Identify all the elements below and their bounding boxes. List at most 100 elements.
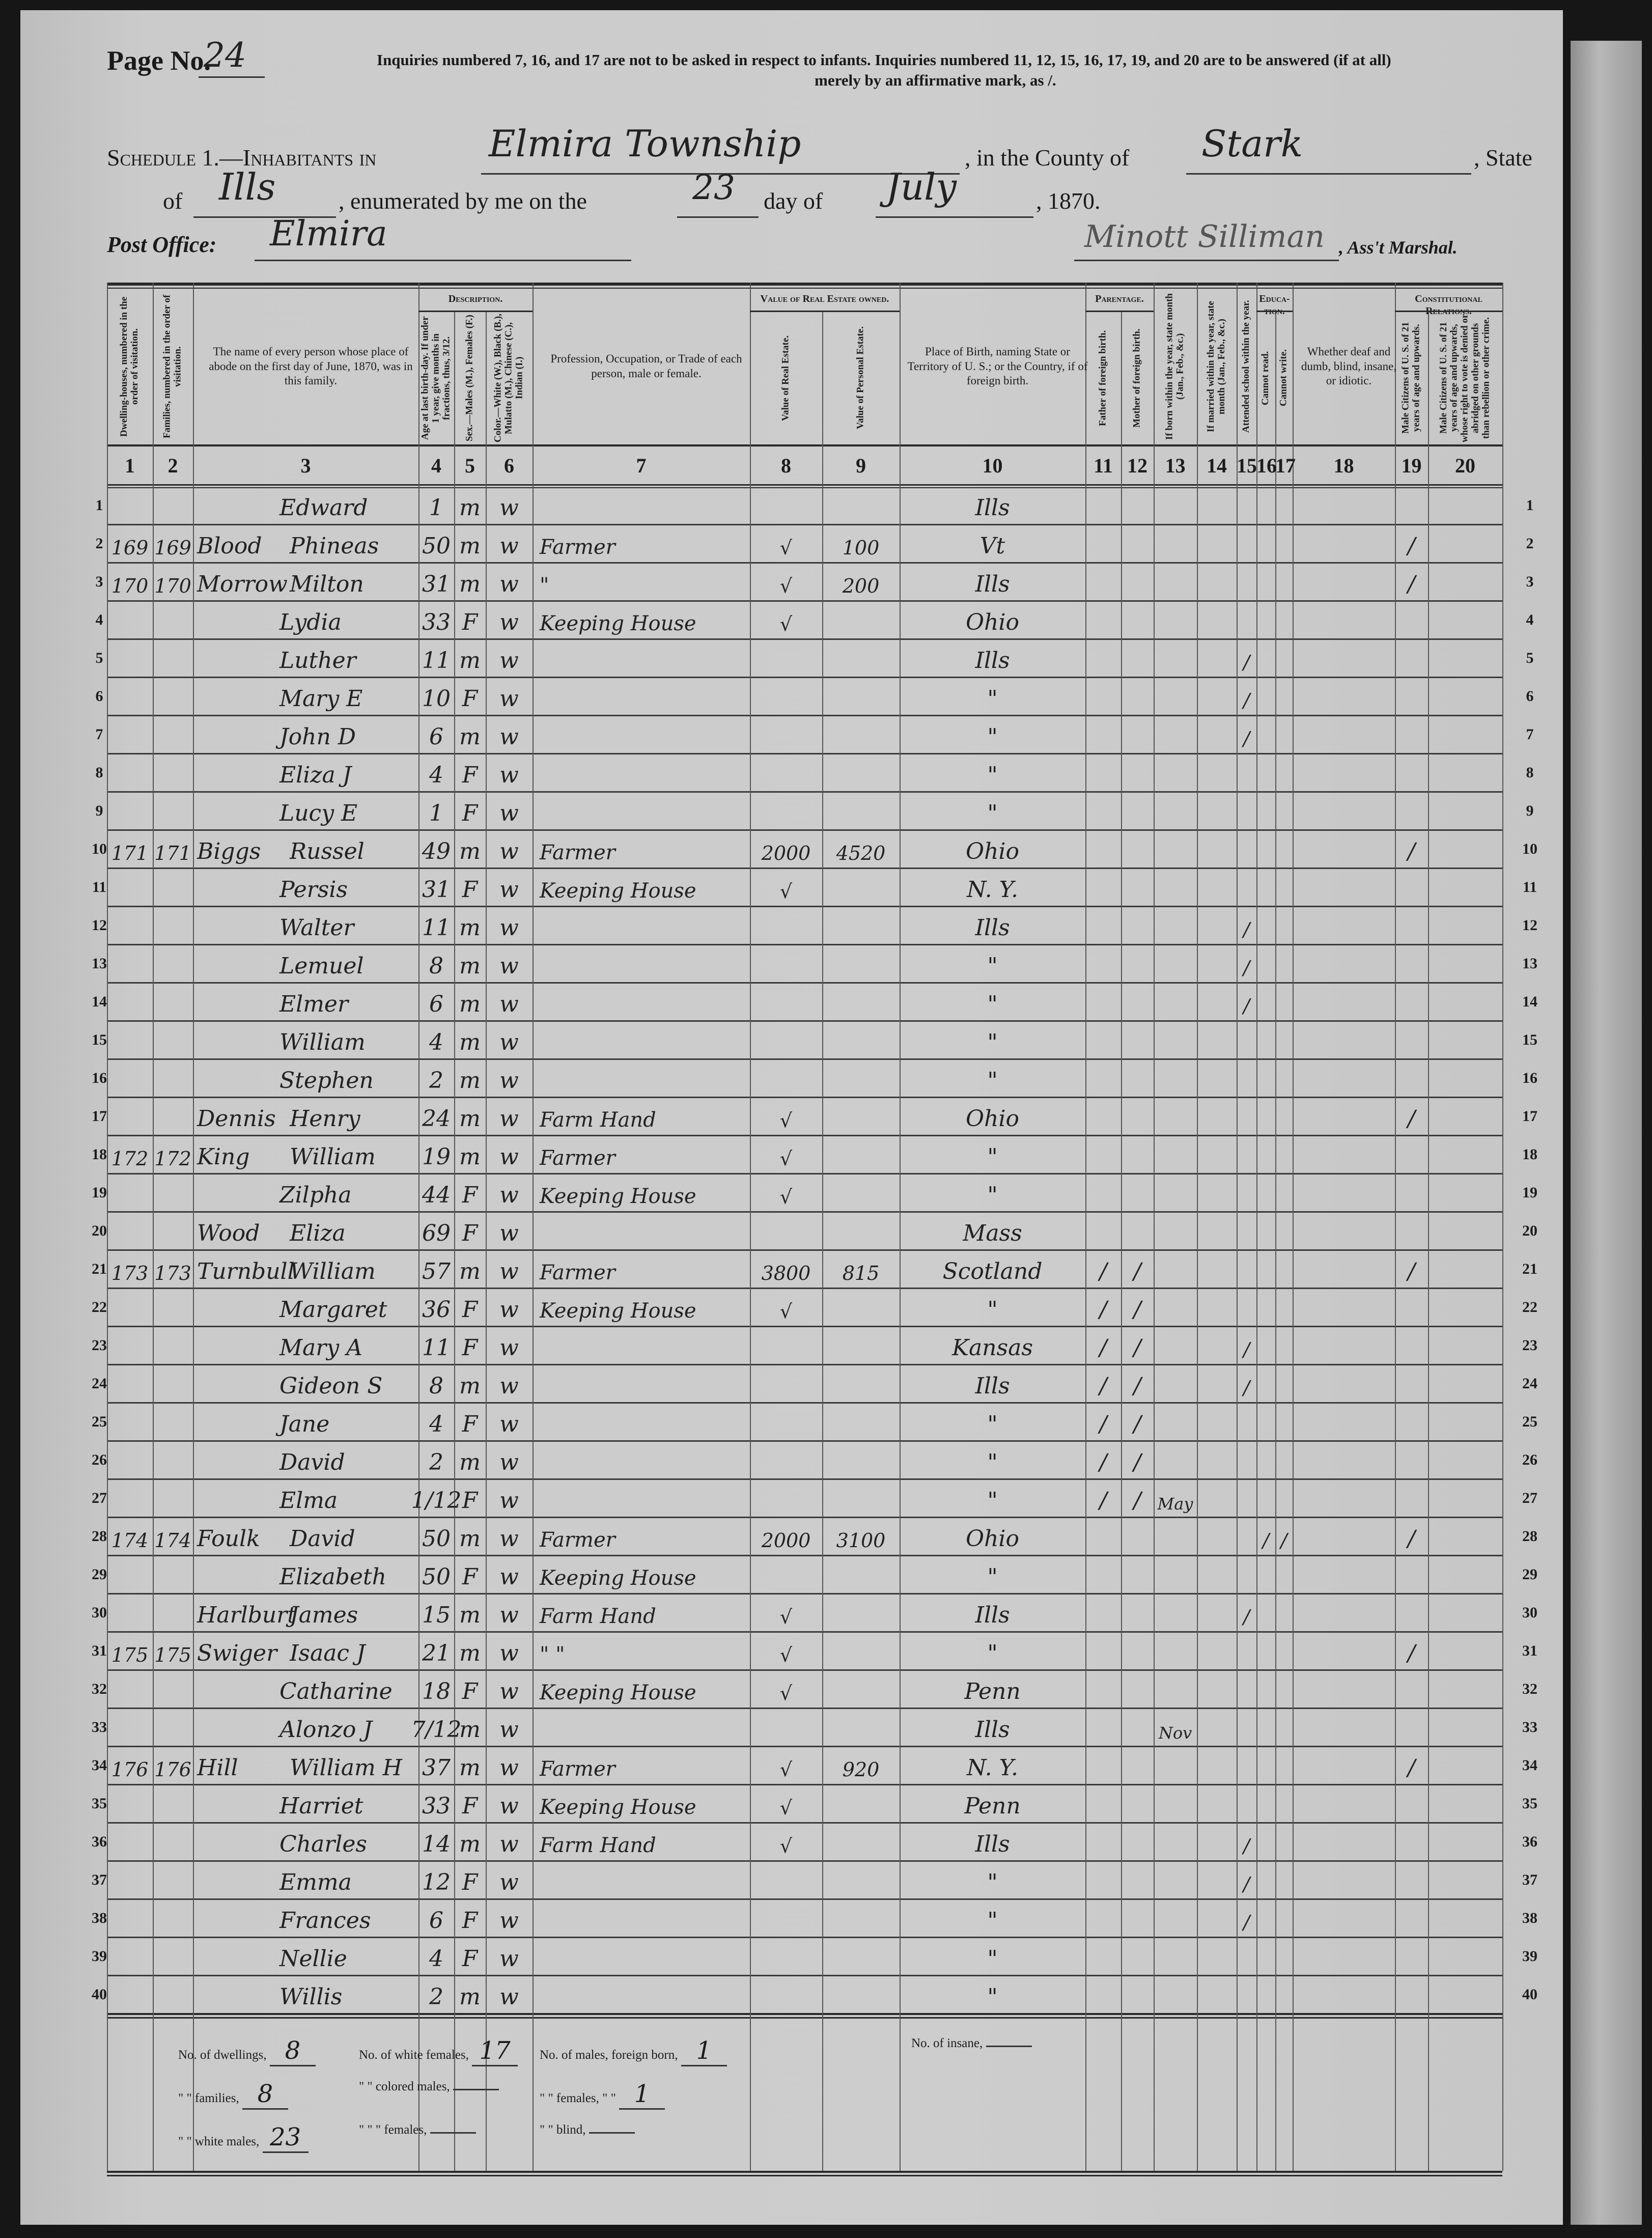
- surname: Turnbull: [197, 1258, 295, 1284]
- month-underline: [876, 216, 1033, 218]
- summary-bottom-rule-2: [107, 2175, 1502, 2176]
- summary-label: " " blind,: [540, 2123, 586, 2137]
- row-rule: [107, 1937, 1502, 1938]
- cell-age: 33: [422, 1793, 451, 1819]
- cell-f: 169: [154, 537, 191, 559]
- cell-d: 174: [111, 1529, 149, 1552]
- row-rule: [107, 638, 1502, 640]
- summary-value: 17: [472, 2036, 518, 2066]
- column-rule: [533, 283, 534, 2171]
- cell-birth: Penn: [964, 1678, 1021, 1704]
- cell-f: 175: [154, 1644, 191, 1666]
- given-name: Lucy E: [279, 800, 358, 826]
- cell-sch: /: [1243, 918, 1250, 941]
- line-number-left: 29: [92, 1566, 107, 1583]
- cell-occ: Farm Hand: [540, 1834, 656, 1857]
- group-rule: [1256, 311, 1293, 312]
- group-header: Value of Real Estate owned.: [760, 293, 889, 304]
- column-rule: [1502, 283, 1503, 2171]
- post-office-underline: [255, 260, 631, 261]
- summary-value: [986, 2046, 1032, 2047]
- given-name: David: [290, 1526, 355, 1552]
- line-number-right: 30: [1522, 1604, 1537, 1621]
- cell-age: 50: [422, 1526, 451, 1552]
- county: Stark: [1201, 122, 1303, 165]
- column-number: 9: [856, 454, 866, 477]
- cell-sex: m: [459, 1717, 481, 1743]
- row-rule: [107, 1135, 1502, 1136]
- cell-age: 1: [429, 495, 443, 521]
- cell-birth: ": [987, 1488, 998, 1514]
- cell-occ: Farmer: [540, 1146, 615, 1170]
- cell-re: √: [779, 1148, 793, 1170]
- cell-pe: 815: [842, 1262, 880, 1284]
- cell-color: w: [499, 1831, 519, 1857]
- marshal-label: , Ass't Marshal.: [1339, 237, 1458, 258]
- cell-f: 170: [154, 575, 191, 597]
- cell-re: √: [779, 1835, 793, 1857]
- cell-age: 8: [429, 1373, 443, 1399]
- township-underline: [481, 173, 960, 175]
- cell-sex: m: [459, 1373, 481, 1399]
- line-number-left: 35: [92, 1795, 107, 1812]
- given-name: Mary E: [279, 686, 363, 712]
- column-number: 1: [125, 454, 135, 477]
- cell-age: 11: [422, 648, 451, 674]
- row-rule: [107, 1746, 1502, 1747]
- column-rule: [193, 283, 194, 2171]
- line-number-right: 16: [1522, 1070, 1537, 1086]
- cell-re: 2000: [761, 842, 811, 864]
- cell-pe: 4520: [836, 842, 886, 864]
- column-header-16: Cannot read.: [1260, 351, 1271, 405]
- column-number: 12: [1127, 454, 1147, 477]
- summary-label: " " families,: [178, 2091, 239, 2105]
- cell-re: 3800: [761, 1262, 811, 1284]
- summary-value: [453, 2089, 499, 2090]
- line-number-right: 8: [1526, 764, 1534, 781]
- cell-d: 173: [111, 1262, 149, 1284]
- cell-sex: m: [459, 953, 481, 979]
- cell-d: 169: [111, 537, 149, 559]
- row-rule: [107, 1288, 1502, 1289]
- cell-re: √: [779, 1606, 793, 1628]
- cell-sch: /: [1243, 957, 1250, 979]
- cell-color: w: [499, 1144, 519, 1170]
- row-rule: [107, 1097, 1502, 1098]
- row-rule: [107, 1898, 1502, 1900]
- given-name: Emma: [279, 1869, 352, 1895]
- column-number: 17: [1275, 454, 1296, 477]
- cell-re: √: [779, 537, 793, 559]
- line-number-left: 17: [92, 1108, 107, 1125]
- line-number-right: 29: [1522, 1566, 1537, 1583]
- surname: Morrow: [197, 571, 288, 597]
- row-rule: [107, 1326, 1502, 1327]
- cell-color: w: [499, 648, 519, 674]
- column-header-19: Male Citizens of U. S. of 21 years of ag…: [1400, 322, 1422, 434]
- cell-occ: Keeping House: [540, 1681, 696, 1704]
- cell-mo: /: [1133, 1335, 1141, 1361]
- given-name: Russel: [290, 838, 365, 864]
- cell-occ: Keeping House: [540, 879, 696, 903]
- line-number-left: 8: [95, 764, 103, 781]
- given-name: Henry: [290, 1106, 360, 1132]
- number-row-rule-2: [107, 487, 1502, 488]
- surname: Swiger: [197, 1640, 277, 1666]
- group-rule: [418, 311, 533, 312]
- township: Elmira Township: [489, 122, 801, 165]
- cell-sex: F: [462, 1564, 478, 1590]
- line-number-right: 5: [1526, 650, 1534, 666]
- column-header-5: Sex.—Males (M.), Females (F.): [464, 315, 475, 441]
- line-number-left: 34: [92, 1757, 107, 1774]
- column-header-10: Place of Birth, naming State or Territor…: [907, 345, 1088, 387]
- line-number-left: 37: [92, 1871, 107, 1888]
- cell-mo: /: [1133, 1488, 1141, 1514]
- cell-birth: Ills: [975, 1602, 1010, 1628]
- cell-sex: F: [462, 1335, 478, 1361]
- instructions-note-2: merely by an affirmative mark, as /.: [815, 71, 1056, 89]
- line-number-right: 22: [1522, 1299, 1537, 1316]
- given-name: Jane: [279, 1411, 330, 1437]
- cell-re: √: [779, 1758, 793, 1781]
- line-number-left: 1: [95, 497, 103, 514]
- cell-birth: Vt: [979, 533, 1005, 559]
- cell-birth: Ills: [975, 571, 1010, 597]
